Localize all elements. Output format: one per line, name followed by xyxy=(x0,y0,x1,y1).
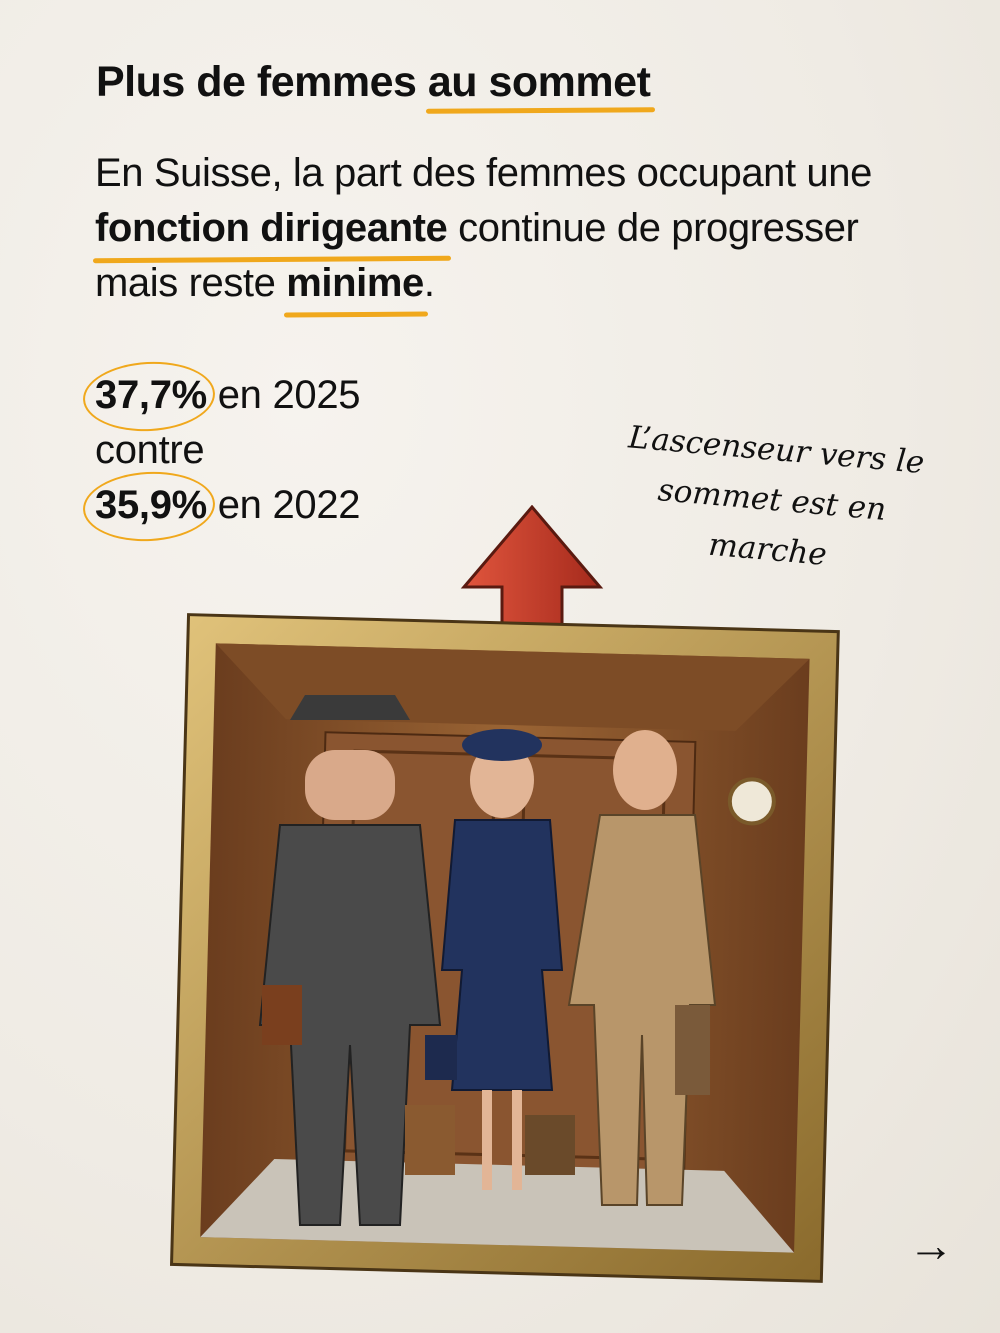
suitcase-icon xyxy=(525,1115,575,1175)
suitcase-icon xyxy=(405,1105,455,1175)
title-highlight: au sommet xyxy=(427,58,651,106)
arrow-right-icon[interactable]: → xyxy=(908,1219,954,1271)
man-left-figure xyxy=(258,695,442,1226)
stats: 37,7% en 2025 contre 35,9% en 2022 xyxy=(95,368,361,533)
stat-2022-value: 35,9% xyxy=(95,478,207,533)
highlight-fonction-dirigeante: fonction dirigeante xyxy=(95,201,448,256)
man-right-figure xyxy=(567,730,717,1206)
stat-2025-value: 37,7% xyxy=(95,368,207,423)
stat-contre: contre xyxy=(95,428,205,472)
intro-text: En Suisse, la part des femmes occupant u… xyxy=(95,146,915,311)
woman-center-figure xyxy=(425,729,564,1190)
highlight-minime: minime xyxy=(286,256,424,311)
clock-icon xyxy=(727,777,776,826)
page-title: Plus de femmes au sommet xyxy=(96,58,651,106)
elevator-illustration xyxy=(170,505,840,1283)
